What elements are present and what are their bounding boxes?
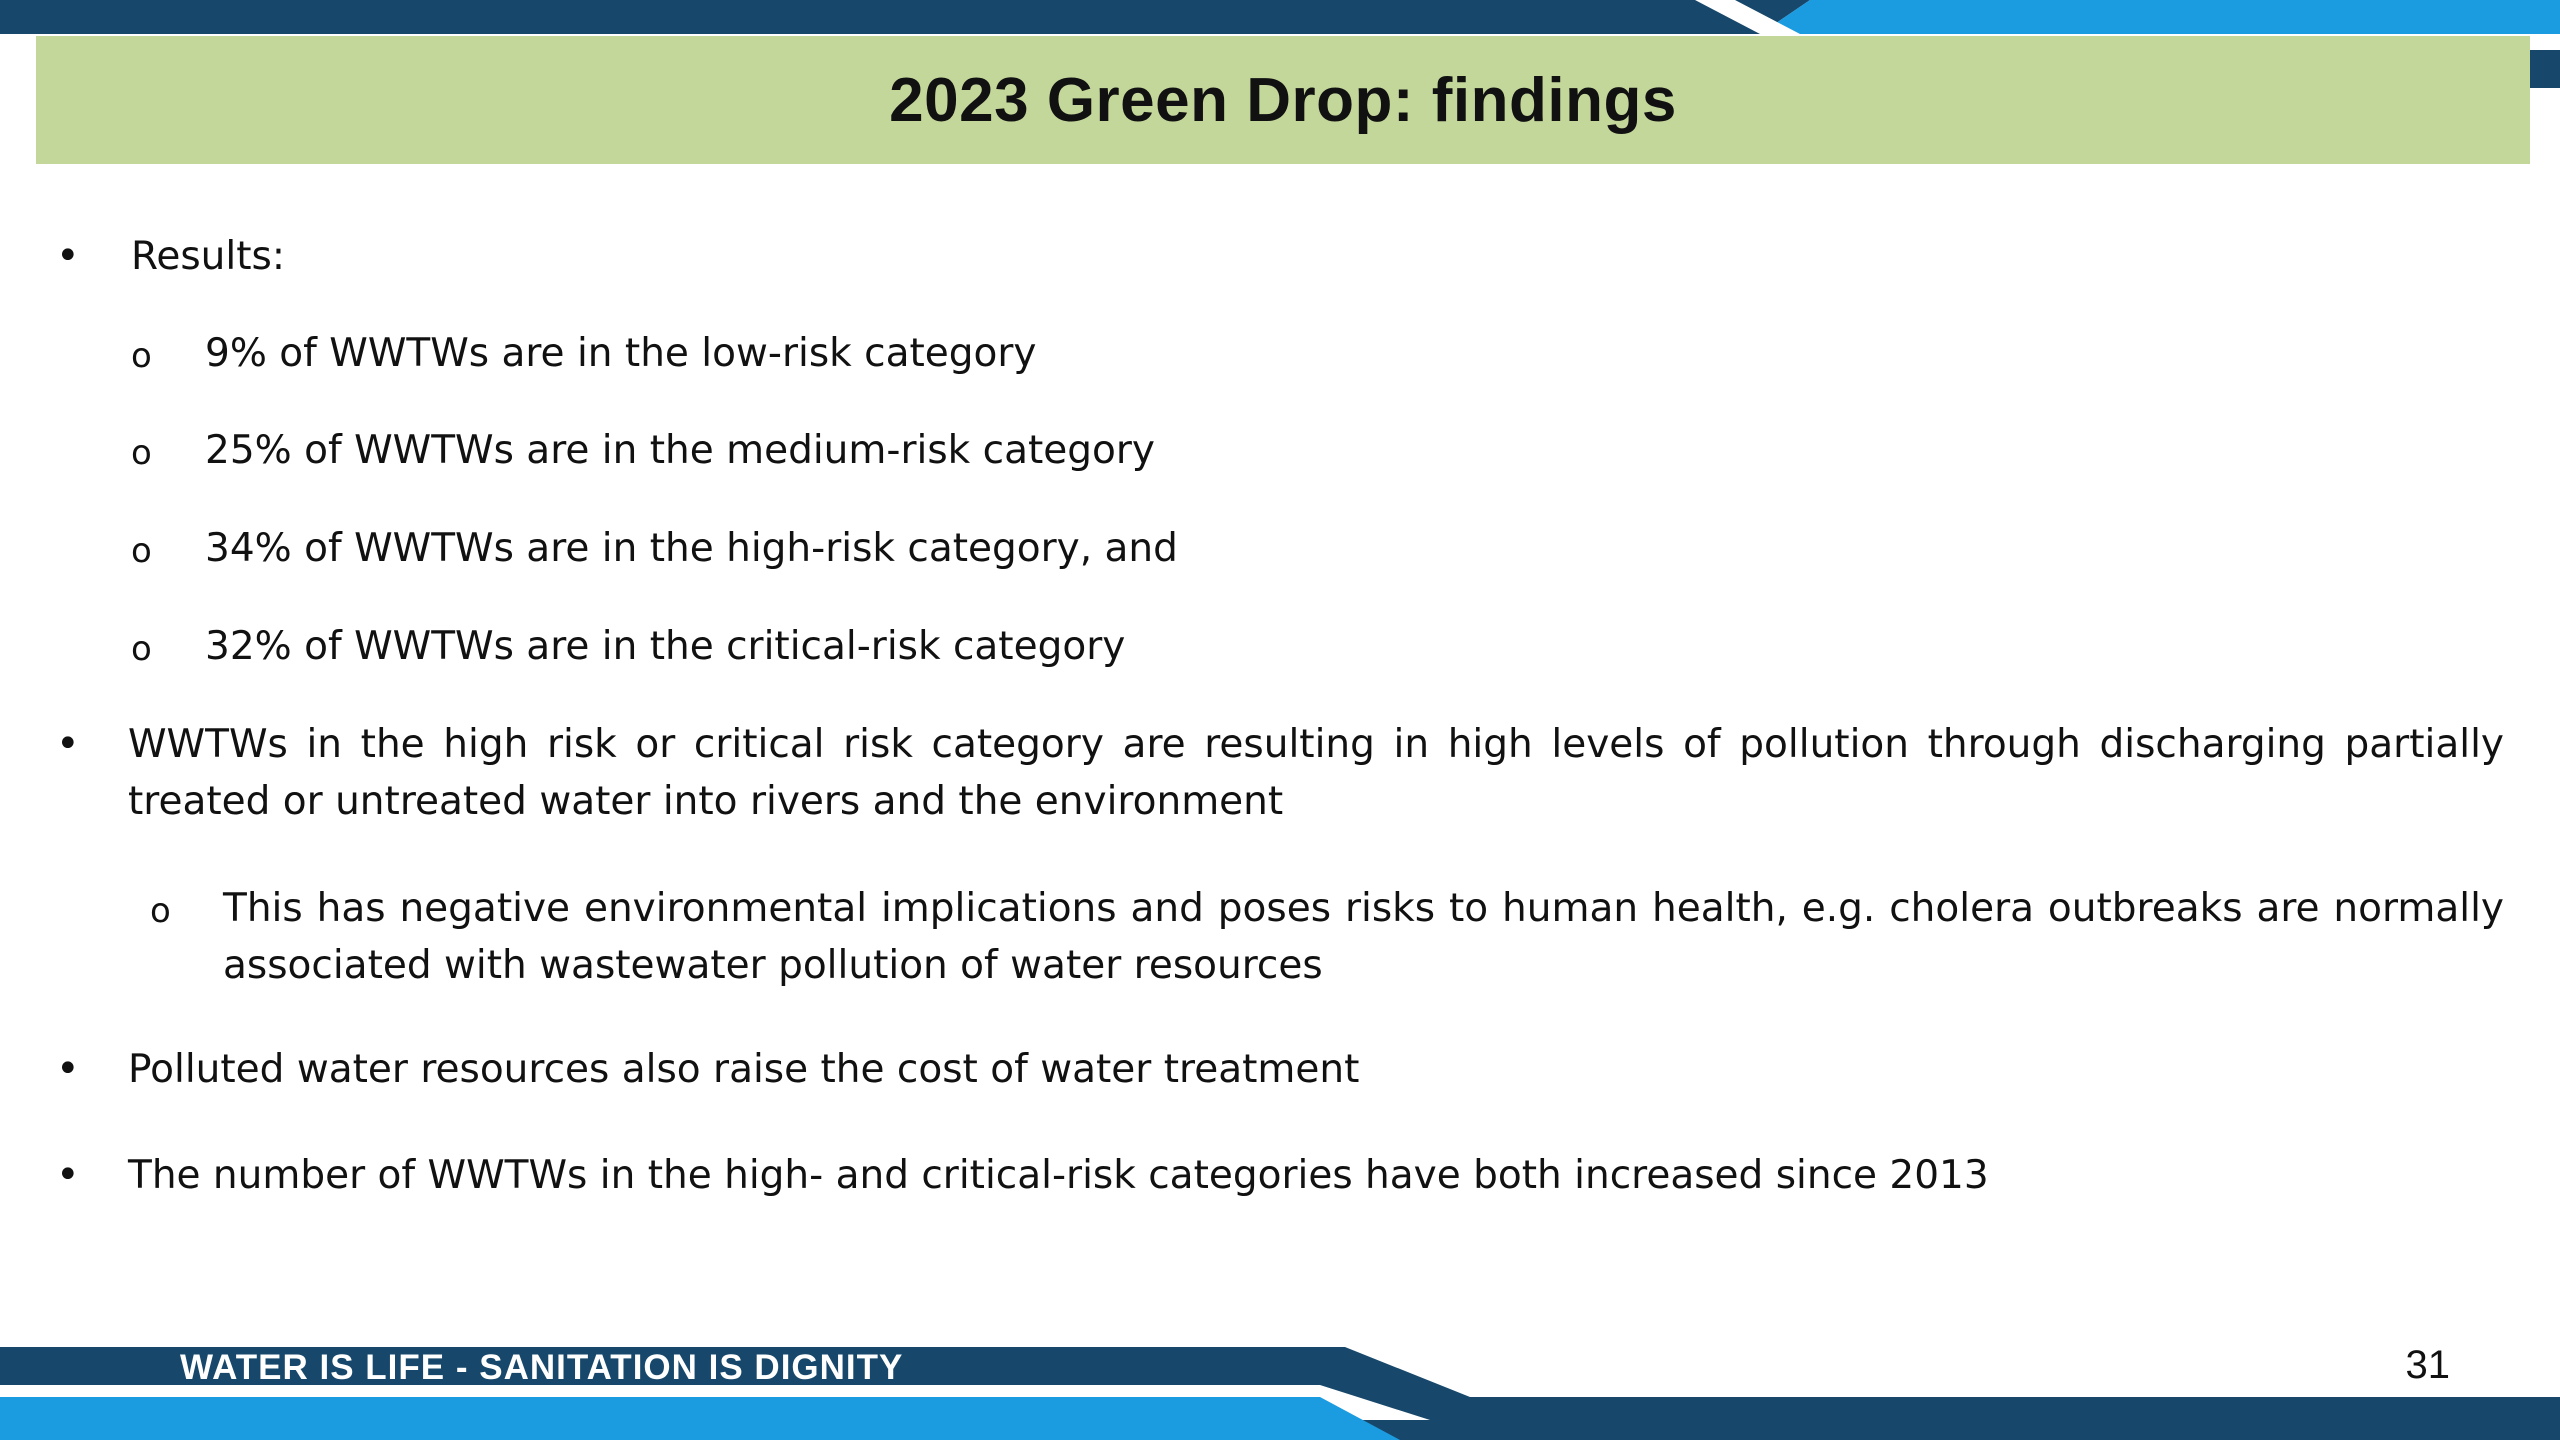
paragraph-increase-since-2013: The number of WWTWs in the high- and cri…	[128, 1153, 1989, 1198]
sub-bullet-marker: o	[131, 336, 152, 376]
paragraph-pollution: WWTWs in the high risk or critical risk …	[128, 722, 2504, 824]
sub-bullet-marker: o	[150, 891, 171, 931]
footer-tagline: WATER IS LIFE - SANITATION IS DIGNITY	[180, 1348, 904, 1387]
list-item-medium-risk: 25% of WWTWs are in the medium-risk cate…	[205, 428, 1155, 473]
title-bar: 2023 Green Drop: findings	[36, 36, 2530, 164]
sub-bullet-marker: o	[131, 629, 152, 669]
paragraph-treatment-cost: Polluted water resources also raise the …	[128, 1047, 1360, 1092]
list-item-critical-risk: 32% of WWTWs are in the critical-risk ca…	[205, 624, 1126, 669]
top-blue-band	[1760, 0, 2560, 34]
bullet-results-label: Results:	[131, 234, 285, 279]
bullet-marker: •	[56, 721, 80, 767]
sub-bullet-marker: o	[131, 433, 152, 473]
list-item-high-risk: 34% of WWTWs are in the high-risk catego…	[205, 526, 1178, 571]
page-number: 31	[2405, 1343, 2451, 1387]
paragraph-health-implications: This has negative environmental implicat…	[223, 886, 2504, 988]
list-item-low-risk: 9% of WWTWs are in the low-risk category	[205, 331, 1037, 376]
right-edge-tab	[2530, 50, 2560, 88]
top-white-stripe	[1695, 0, 1800, 34]
bottom-blue-band	[0, 1397, 1400, 1440]
sub-bullet-marker: o	[131, 531, 152, 571]
slide-title: 2023 Green Drop: findings	[889, 65, 1677, 135]
bullet-marker: •	[56, 1152, 80, 1198]
bullet-marker: •	[56, 233, 80, 279]
top-navy-band	[0, 0, 1810, 34]
bullet-marker: •	[56, 1046, 80, 1092]
